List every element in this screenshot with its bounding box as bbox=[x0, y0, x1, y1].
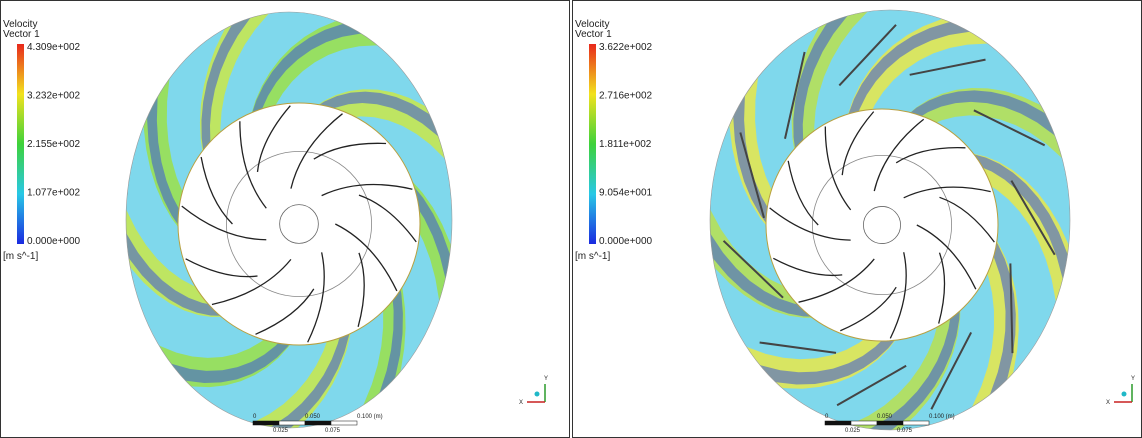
legend-label: 4.309e+002 bbox=[27, 42, 81, 53]
color-bar bbox=[17, 44, 24, 244]
triad-z bbox=[535, 392, 540, 397]
triad-y-label: Y bbox=[544, 376, 548, 382]
triad-x-label: X bbox=[519, 400, 523, 406]
scale-segment bbox=[903, 421, 929, 425]
legend-label: 1.077e+002 bbox=[27, 188, 81, 199]
scale-label: 0.100 (m) bbox=[929, 414, 955, 420]
impeller bbox=[766, 109, 998, 341]
triad-y-label: Y bbox=[1131, 376, 1135, 382]
legend-label: 2.716e+002 bbox=[599, 91, 653, 102]
legend-unit: [m s^-1] bbox=[3, 251, 38, 262]
legend-label: 0.000e+000 bbox=[27, 236, 81, 247]
triad-z bbox=[1122, 392, 1127, 397]
scale-segment bbox=[331, 421, 357, 425]
scale-segment bbox=[253, 421, 279, 425]
triad-x-label: X bbox=[1106, 400, 1110, 406]
scale-label: 0.075 bbox=[325, 428, 341, 434]
scale-label: 0.100 (m) bbox=[357, 414, 383, 420]
legend-subtitle: Vector 1 bbox=[575, 29, 612, 40]
scale-label: 0.050 bbox=[305, 414, 321, 420]
figure: VelocityVector 14.309e+0023.232e+0022.15… bbox=[0, 0, 1142, 438]
legend-label: 9.054e+001 bbox=[599, 188, 653, 199]
legend-label: 3.232e+002 bbox=[27, 91, 81, 102]
color-bar bbox=[589, 44, 596, 244]
scale-segment bbox=[877, 421, 903, 425]
legend-unit: [m s^-1] bbox=[575, 251, 610, 262]
scale-label: 0.025 bbox=[273, 428, 289, 434]
legend-subtitle: Vector 1 bbox=[3, 29, 40, 40]
impeller bbox=[178, 103, 420, 345]
scale-label: 0.075 bbox=[897, 428, 913, 434]
scale-label: 0.050 bbox=[877, 414, 893, 420]
legend-label: 1.811e+002 bbox=[599, 139, 652, 150]
legend-label: 2.155e+002 bbox=[27, 139, 81, 150]
scale-segment bbox=[305, 421, 331, 425]
legend-label: 3.622e+002 bbox=[599, 42, 653, 53]
scale-segment bbox=[279, 421, 305, 425]
legend-label: 0.000e+000 bbox=[599, 236, 653, 247]
scale-segment bbox=[851, 421, 877, 425]
scale-label: 0.025 bbox=[845, 428, 861, 434]
scale-segment bbox=[825, 421, 851, 425]
